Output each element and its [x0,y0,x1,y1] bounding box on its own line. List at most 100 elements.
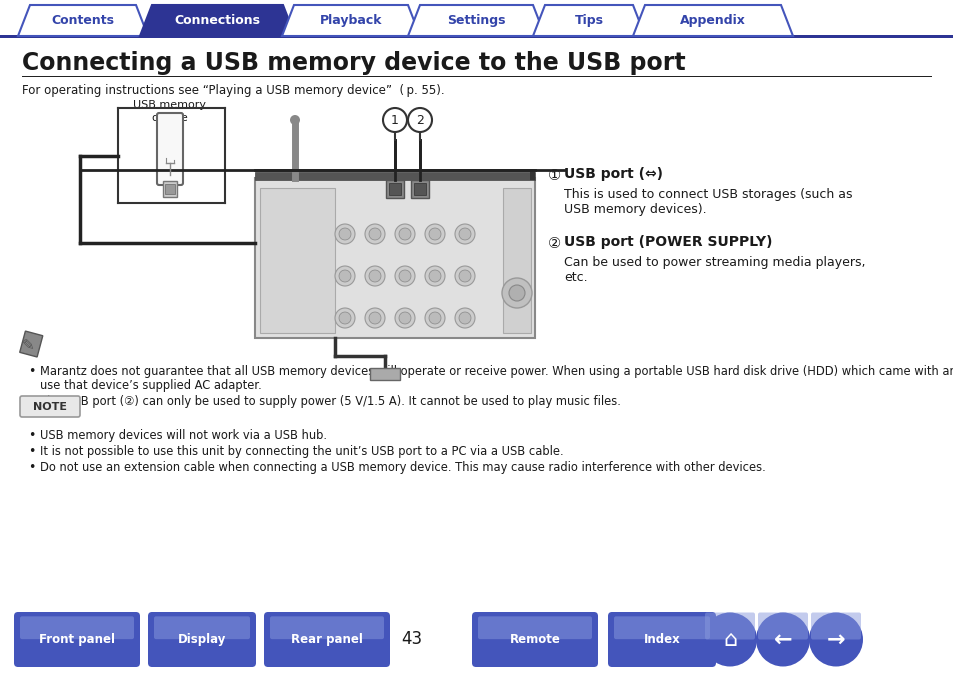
Text: The USB port (②) can only be used to supply power (5 V/1.5 A). It cannot be used: The USB port (②) can only be used to sup… [40,395,620,408]
Polygon shape [633,5,792,36]
Text: Appendix: Appendix [679,14,745,27]
Circle shape [369,228,380,240]
FancyBboxPatch shape [477,616,592,639]
Text: Connecting a USB memory device to the USB port: Connecting a USB memory device to the US… [22,51,685,75]
Text: •: • [28,429,35,442]
Circle shape [335,308,355,328]
Text: Rear panel: Rear panel [291,633,362,646]
Circle shape [382,108,407,132]
Circle shape [408,108,432,132]
Circle shape [338,312,351,324]
Circle shape [369,270,380,282]
Circle shape [429,228,440,240]
Text: 1: 1 [391,114,398,127]
Text: Do not use an extension cable when connecting a USB memory device. This may caus: Do not use an extension cable when conne… [40,461,765,474]
Bar [389,183,400,195]
Bar [411,180,429,198]
Text: ✎: ✎ [22,338,34,353]
Text: →: → [826,629,844,649]
FancyBboxPatch shape [20,396,80,417]
Circle shape [429,270,440,282]
Text: etc.: etc. [563,271,587,284]
Text: ⌂: ⌂ [722,631,737,651]
FancyBboxPatch shape [704,612,754,639]
Circle shape [424,266,444,286]
Circle shape [398,270,411,282]
Text: use that device’s supplied AC adapter.: use that device’s supplied AC adapter. [40,379,261,392]
Text: 43: 43 [401,631,422,649]
Text: USB port (POWER SUPPLY): USB port (POWER SUPPLY) [563,235,772,249]
FancyBboxPatch shape [157,113,183,185]
Circle shape [501,278,532,308]
Text: ①: ① [547,168,560,183]
Circle shape [458,270,471,282]
Circle shape [455,224,475,244]
Text: Tips: Tips [574,14,603,27]
Text: Display: Display [177,633,226,646]
Bar [370,368,399,380]
Text: NOTE: NOTE [33,402,67,411]
Text: It is not possible to use this unit by connecting the unit’s USB port to a PC vi: It is not possible to use this unit by c… [40,445,563,458]
Text: USB memory
device: USB memory device [133,100,206,123]
Polygon shape [18,5,148,36]
Bar [254,172,535,180]
Circle shape [458,312,471,324]
Bar [163,181,177,197]
FancyBboxPatch shape [758,612,807,639]
Polygon shape [533,5,644,36]
Circle shape [365,224,385,244]
Text: ②: ② [547,236,560,251]
FancyBboxPatch shape [810,612,861,639]
Bar [414,183,426,195]
Circle shape [335,224,355,244]
Text: Contents: Contents [51,14,114,27]
Polygon shape [408,5,544,36]
Text: This is used to connect USB storages (such as: This is used to connect USB storages (su… [563,188,852,201]
Bar [254,178,535,338]
Circle shape [365,266,385,286]
Text: USB memory devices will not work via a USB hub.: USB memory devices will not work via a U… [40,429,327,442]
Circle shape [369,312,380,324]
Circle shape [429,312,440,324]
Text: 2: 2 [416,114,423,127]
FancyBboxPatch shape [14,612,140,667]
Bar [22,75,931,77]
Text: USB port (⇔): USB port (⇔) [563,167,662,181]
Circle shape [290,115,299,125]
Text: Index: Index [643,633,679,646]
FancyBboxPatch shape [607,612,716,667]
Text: •: • [28,461,35,474]
Circle shape [424,308,444,328]
FancyBboxPatch shape [20,616,133,639]
Circle shape [365,308,385,328]
Circle shape [458,228,471,240]
Circle shape [755,612,809,666]
Text: For operating instructions see “Playing a USB memory device”  ( p. 55).: For operating instructions see “Playing … [22,84,444,97]
FancyBboxPatch shape [153,616,250,639]
FancyBboxPatch shape [614,616,709,639]
Bar [260,188,335,333]
Text: USB memory devices).: USB memory devices). [563,203,706,216]
Circle shape [509,285,524,301]
Text: Settings: Settings [447,14,505,27]
Bar [502,188,531,333]
Text: Remote: Remote [509,633,559,646]
FancyBboxPatch shape [270,616,384,639]
Text: •: • [28,395,35,408]
Circle shape [398,312,411,324]
Text: •: • [28,365,35,378]
Text: Playback: Playback [319,14,382,27]
Polygon shape [140,5,294,36]
Circle shape [808,612,862,666]
Bar [20,331,43,357]
Bar [386,180,403,198]
Bar [165,184,174,194]
Circle shape [398,228,411,240]
Text: Can be used to power streaming media players,: Can be used to power streaming media pla… [563,256,864,269]
Circle shape [338,228,351,240]
Text: Marantz does not guarantee that all USB memory devices will operate or receive p: Marantz does not guarantee that all USB … [40,365,953,378]
Text: •: • [28,445,35,458]
Circle shape [395,308,415,328]
Circle shape [395,224,415,244]
Text: Front panel: Front panel [39,633,115,646]
